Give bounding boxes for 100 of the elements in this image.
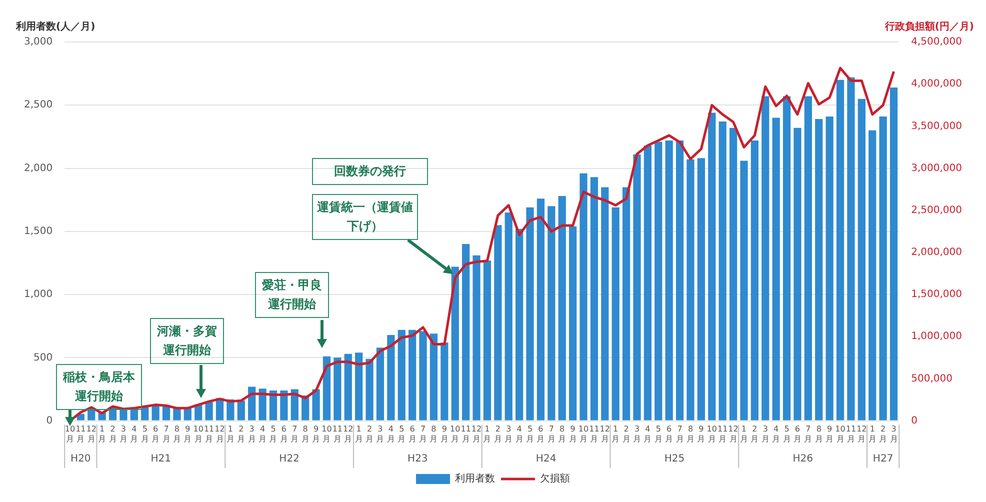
y-tick-label: 2,500 xyxy=(24,100,53,111)
bar xyxy=(708,112,716,420)
bar xyxy=(697,158,705,420)
y2-tick-label: 500,000 xyxy=(911,373,952,384)
bar xyxy=(729,128,738,420)
x-tick-label: 7月 xyxy=(162,424,170,444)
x-tick-label: 12月 xyxy=(728,424,738,444)
x-tick-label: 11月 xyxy=(460,424,471,444)
bar xyxy=(601,187,609,420)
y-tick-label: 2,000 xyxy=(24,162,53,174)
bar xyxy=(686,159,694,420)
x-tick-label: 11月 xyxy=(332,424,343,444)
x-tick-label: 11月 xyxy=(589,424,600,444)
x-tick-label: 4月 xyxy=(644,424,652,444)
x-tick-label: 11月 xyxy=(717,424,728,444)
x-tick-label: 2月 xyxy=(366,424,374,444)
y2-tick-label: 0 xyxy=(911,415,918,426)
bar xyxy=(440,342,448,420)
bar xyxy=(280,390,288,420)
x-tick-label: 2月 xyxy=(494,424,502,444)
bar xyxy=(355,352,363,420)
bar xyxy=(344,354,352,420)
x-tick-label: 7月 xyxy=(419,424,428,444)
x-tick-label: 1月 xyxy=(740,424,748,444)
x-tick-label: 8月 xyxy=(686,424,694,444)
x-tick-label: 6月 xyxy=(280,424,288,444)
x-tick-label: 4月 xyxy=(515,424,524,444)
x-tick-label: 11月 xyxy=(76,424,86,444)
x-tick-label: 2月 xyxy=(879,424,888,444)
x-tick-label: 9月 xyxy=(826,424,834,444)
x-tick-label: 8月 xyxy=(172,424,181,444)
x-tick-label: 10月 xyxy=(322,424,332,444)
y2-tick-label: 3,500,000 xyxy=(911,120,962,132)
annotation: 運賃統一（運賃値下げ） xyxy=(312,194,418,240)
x-tick-label: 3月 xyxy=(632,424,641,444)
text: H21 xyxy=(150,454,172,465)
x-tick-label: 10月 xyxy=(578,424,589,444)
bar xyxy=(334,358,342,420)
text: H22 xyxy=(279,454,300,465)
bar xyxy=(184,408,192,420)
bar xyxy=(290,389,298,420)
bar xyxy=(483,260,492,420)
x-tick-label: 9月 xyxy=(568,424,577,444)
x-tick-label: 6月 xyxy=(536,424,545,444)
legend-label: 欠損額 xyxy=(540,472,570,485)
y-tick-label: 1,000 xyxy=(24,289,53,300)
bar xyxy=(676,140,684,420)
annotation: 稲枝・鳥居本運行開始 xyxy=(56,364,142,410)
y2-tick-label: 2,000,000 xyxy=(911,247,962,258)
x-tick-label: 9月 xyxy=(440,424,448,444)
bar xyxy=(504,212,512,420)
text: H20 xyxy=(70,454,91,465)
bar xyxy=(516,228,524,420)
x-tick-label: 8月 xyxy=(430,424,438,444)
bar xyxy=(890,87,898,420)
bar xyxy=(408,330,416,420)
x-tick-label: 7月 xyxy=(290,424,299,444)
annotation: 愛荘・甲良運行開始 xyxy=(255,272,329,318)
bar xyxy=(762,96,770,420)
bar xyxy=(419,331,427,420)
bar xyxy=(750,140,758,420)
bar xyxy=(868,130,876,420)
x-tick-label: 3月 xyxy=(890,424,898,444)
x-tick-label: 2月 xyxy=(237,424,246,444)
x-tick-label: 10月 xyxy=(706,424,717,444)
x-tick-label: 12月 xyxy=(214,424,225,444)
y2-tick-label: 1,000,000 xyxy=(911,331,962,342)
x-tick-label: 8月 xyxy=(558,424,566,444)
x-tick-label: 9月 xyxy=(697,424,706,444)
bar xyxy=(622,187,630,420)
bar xyxy=(472,255,480,420)
x-tick-label: 12月 xyxy=(343,424,354,444)
text: H26 xyxy=(792,454,813,465)
y-tick-label: 3,000 xyxy=(24,36,53,48)
x-tick-label: 1月 xyxy=(226,424,234,444)
x-tick-label: 4月 xyxy=(772,424,780,444)
y2-tick-label: 2,500,000 xyxy=(911,204,962,216)
x-tick-label: 5月 xyxy=(269,424,278,444)
x-tick-label: 3月 xyxy=(761,424,770,444)
x-tick-label: 10月 xyxy=(450,424,460,444)
legend-label: 利用者数 xyxy=(455,472,495,485)
bar xyxy=(836,80,844,420)
bar xyxy=(548,206,556,420)
bar xyxy=(258,388,266,420)
y-axis-title: 利用者数(人／月) xyxy=(15,20,96,33)
x-tick-label: 4月 xyxy=(386,424,395,444)
x-tick-label: 8月 xyxy=(301,424,310,444)
bar xyxy=(451,266,459,420)
bar xyxy=(633,154,641,420)
x-tick-label: 3月 xyxy=(376,424,384,444)
bar xyxy=(847,77,855,420)
text: H23 xyxy=(408,454,428,465)
bar xyxy=(879,116,887,420)
bar xyxy=(782,96,791,420)
bar xyxy=(269,390,278,420)
bar xyxy=(152,405,160,420)
y2-tick-label: 4,000,000 xyxy=(911,78,962,90)
bar xyxy=(794,128,802,420)
x-tick-label: 5月 xyxy=(140,424,149,444)
x-tick-label: 6月 xyxy=(408,424,416,444)
